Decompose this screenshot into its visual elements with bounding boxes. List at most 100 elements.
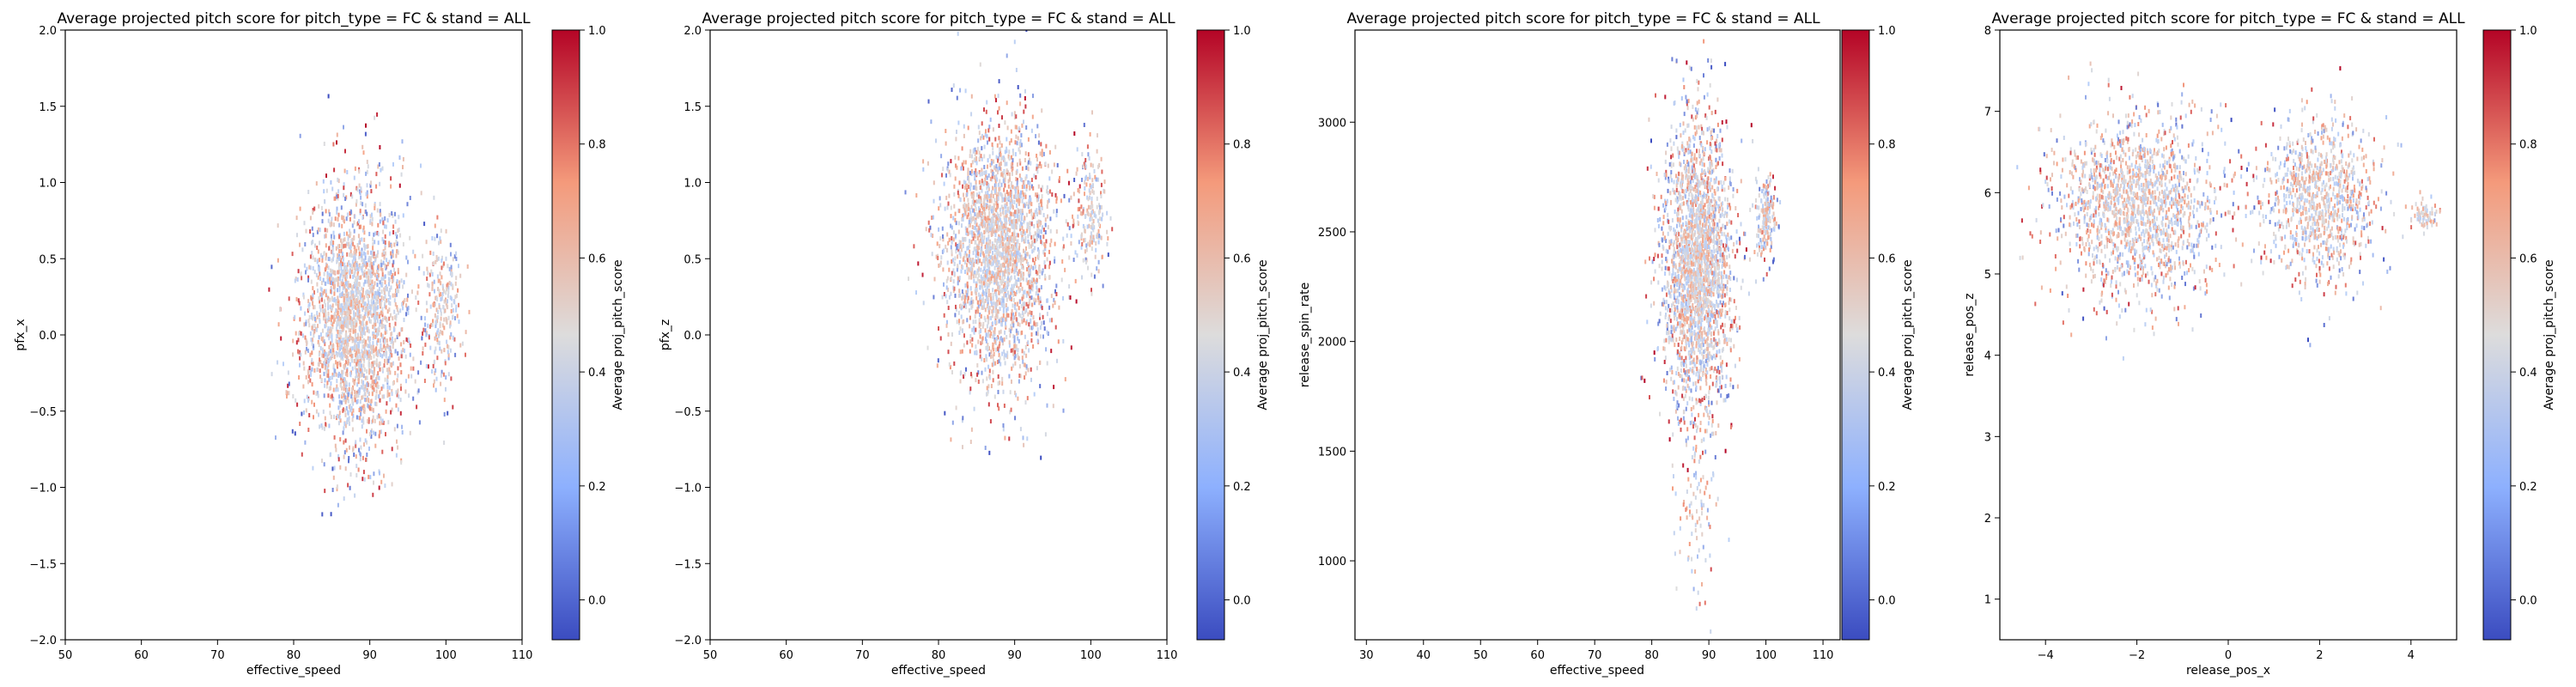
hexbin-cell: [350, 285, 353, 289]
hexbin-cell: [331, 343, 334, 348]
hexbin-cell: [398, 331, 401, 337]
hexbin-cell: [987, 228, 990, 234]
hexbin-cell: [395, 253, 398, 258]
hexbin-cell: [1002, 272, 1005, 277]
hexbin-cell: [303, 221, 306, 226]
hexbin-cell: [355, 322, 358, 327]
hexbin-cell: [972, 149, 975, 154]
hexbin-cell: [998, 319, 1000, 324]
hexbin-cell: [331, 350, 333, 355]
hexbin-cell: [1036, 212, 1038, 216]
hexbin-cell: [970, 168, 973, 173]
hexbin-cell: [975, 179, 977, 185]
hexbin-cell: [1002, 241, 1004, 246]
hexbin-cell: [363, 344, 365, 349]
hexbin-cell: [992, 345, 994, 350]
hexbin-cell: [364, 273, 367, 278]
hexbin-cell: [285, 390, 288, 395]
hexbin-cell: [1002, 250, 1005, 255]
hexbin-cell: [327, 301, 329, 307]
hexbin-cell: [1018, 364, 1021, 369]
hexbin-cell: [1041, 205, 1043, 210]
hexbin-cell: [993, 213, 996, 218]
hexbin-cell: [324, 416, 326, 421]
hexbin-cell: [1029, 325, 1031, 331]
hexbin-cell: [954, 256, 957, 261]
hexbin-cell: [327, 332, 330, 337]
hexbin-cell: [302, 384, 305, 389]
hexbin-cell: [341, 369, 343, 374]
hexbin-cell: [447, 344, 449, 349]
hexbin-cell: [326, 275, 329, 280]
hexbin-cell: [1011, 312, 1012, 317]
hexbin-cell: [296, 277, 299, 282]
hexbin-cell: [1033, 212, 1036, 217]
hexbin-cell: [987, 220, 989, 225]
hexbin-cell: [359, 367, 361, 372]
hexbin-cell: [956, 165, 958, 170]
hexbin-cell: [327, 265, 330, 271]
hexbin-cell: [998, 227, 1000, 232]
hexbin-cell: [451, 271, 453, 277]
hexbin-cell: [938, 227, 940, 232]
hexbin-cell: [945, 244, 947, 249]
hexbin-cell: [275, 435, 276, 441]
hexbin-cell: [979, 172, 981, 177]
hexbin-cell: [343, 125, 344, 130]
xtick-label: 50: [58, 649, 73, 662]
hexbin-cell: [334, 368, 336, 374]
hexbin-cell: [358, 416, 360, 420]
hexbin-cell: [1000, 255, 1003, 260]
hexbin-cell: [981, 379, 984, 384]
hexbin-cell: [401, 139, 404, 144]
hexbin-cell: [368, 319, 371, 324]
hexbin-cell: [980, 313, 982, 319]
hexbin-cell: [1070, 345, 1072, 350]
hexbin-cell: [990, 299, 993, 304]
hexbin-cell: [1019, 221, 1022, 226]
hexbin-cell: [330, 341, 332, 346]
hexbin-cell: [1029, 232, 1031, 237]
hexbin-cell: [367, 382, 369, 387]
hexbin-cell: [984, 227, 987, 232]
hexbin-cell: [972, 274, 975, 279]
hexbin-cell: [989, 419, 992, 424]
hexbin-cell: [336, 258, 338, 263]
hexbin-cell: [300, 352, 302, 357]
hexbin-cell: [1013, 232, 1016, 237]
hexbin-cell: [1035, 238, 1037, 243]
hexbin-cell: [373, 251, 375, 256]
hexbin-cell: [323, 271, 325, 277]
hexbin-cell: [343, 422, 346, 427]
hexbin-cell: [1037, 247, 1040, 252]
hexbin-cell: [356, 295, 359, 301]
hexbin-cell: [322, 336, 325, 341]
hexbin-cell: [337, 311, 338, 316]
hexbin-cell: [398, 289, 399, 294]
hexbin-cell: [969, 182, 972, 187]
hexbin-cell: [370, 299, 373, 304]
hexbin-cell: [1047, 331, 1049, 336]
hexbin-cell: [367, 296, 369, 301]
hexbin-cell: [981, 205, 984, 210]
hexbin-cell: [1022, 258, 1024, 263]
hexbin-cell: [372, 242, 374, 247]
hexbin-cell: [974, 225, 976, 230]
hexbin-cell: [1016, 331, 1018, 336]
hexbin-cell: [360, 411, 362, 416]
hexbin-cell: [978, 330, 981, 335]
hexbin-cell: [332, 222, 335, 228]
hexbin-cell: [355, 288, 357, 293]
hexbin-cell: [310, 369, 312, 374]
hexbin-cell: [331, 325, 334, 330]
hexbin-cell: [341, 307, 343, 312]
hexbin-cell: [341, 313, 343, 319]
hexbin-cell: [339, 335, 342, 340]
hexbin-cell: [341, 241, 343, 246]
hexbin-cell: [333, 167, 336, 173]
hexbin-cell: [992, 295, 994, 301]
hexbin-cell: [984, 367, 987, 372]
hexbin-cell: [335, 338, 337, 344]
hexbin-cell: [337, 345, 339, 350]
hexbin-cell: [370, 375, 373, 380]
